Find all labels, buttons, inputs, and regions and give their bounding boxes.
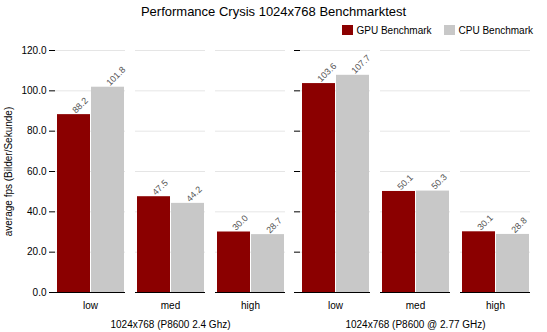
svg-text:20.0: 20.0 (27, 246, 47, 257)
svg-text:1024x768 (P8600 @ 2.77 GHz): 1024x768 (P8600 @ 2.77 GHz) (345, 319, 485, 330)
svg-text:103.6: 103.6 (315, 61, 338, 84)
svg-text:40.0: 40.0 (27, 206, 47, 217)
svg-text:50.1: 50.1 (395, 172, 414, 191)
svg-text:120.0: 120.0 (21, 45, 46, 56)
svg-text:30.1: 30.1 (475, 213, 494, 232)
svg-text:80.0: 80.0 (27, 125, 47, 136)
svg-text:30.0: 30.0 (230, 213, 249, 232)
svg-text:47.5: 47.5 (150, 178, 169, 197)
svg-text:average fps (Bilder/Sekunde): average fps (Bilder/Sekunde) (3, 107, 14, 237)
svg-text:med: med (406, 300, 425, 311)
svg-text:50.3: 50.3 (429, 172, 448, 191)
html-text:CPU Benchmark: CPU Benchmark (458, 24, 533, 36)
html-text:GPU Benchmark: GPU Benchmark (356, 24, 432, 36)
svg-text:low: low (83, 300, 99, 311)
svg-text:high: high (241, 300, 260, 311)
html-text:Performance Crysis 1024x768 Be: Performance Crysis 1024x768 Benchmarktes… (140, 4, 407, 19)
svg-text:1024x768 (P8600 2.4 Ghz): 1024x768 (P8600 2.4 Ghz) (110, 319, 230, 330)
svg-text:high: high (486, 300, 505, 311)
svg-text:med: med (161, 300, 180, 311)
svg-text:88.2: 88.2 (70, 96, 89, 115)
svg-text:101.8: 101.8 (104, 65, 127, 88)
svg-text:28.8: 28.8 (509, 215, 528, 234)
svg-text:0.0: 0.0 (33, 287, 47, 298)
svg-text:low: low (328, 300, 344, 311)
svg-text:60.0: 60.0 (27, 166, 47, 177)
svg-text:100.0: 100.0 (21, 85, 46, 96)
svg-text:28.7: 28.7 (264, 216, 283, 235)
svg-text:107.7: 107.7 (349, 53, 372, 76)
svg-text:44.2: 44.2 (184, 184, 203, 203)
